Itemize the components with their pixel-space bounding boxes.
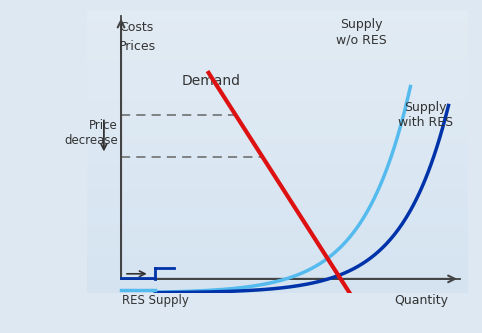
Text: Prices: Prices — [119, 40, 156, 53]
Text: Supply
with RES: Supply with RES — [398, 101, 453, 129]
Text: Demand: Demand — [182, 74, 241, 88]
Text: Supply
w/o RES: Supply w/o RES — [335, 18, 386, 47]
Text: Costs: Costs — [119, 21, 153, 34]
Text: Quantity: Quantity — [394, 294, 448, 307]
Text: RES Supply: RES Supply — [122, 294, 189, 307]
Text: Price
decrease: Price decrease — [64, 119, 118, 147]
